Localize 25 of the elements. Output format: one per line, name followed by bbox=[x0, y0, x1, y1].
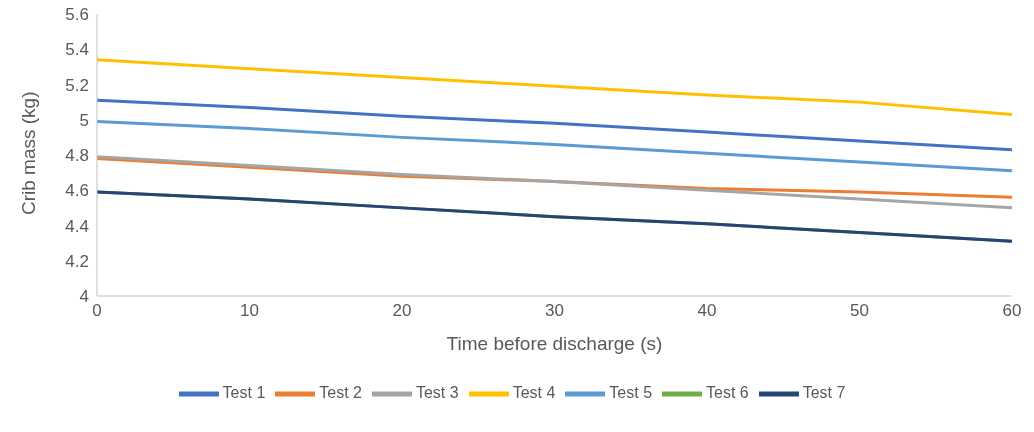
legend-label: Test 2 bbox=[319, 384, 362, 402]
y-tick-label: 4.4 bbox=[65, 216, 89, 236]
legend-label: Test 3 bbox=[415, 384, 459, 402]
y-tick-label: 5.4 bbox=[65, 40, 89, 60]
legend-label: Test 7 bbox=[802, 384, 846, 402]
y-tick-label: 4.8 bbox=[65, 146, 89, 166]
legend-label: Test 1 bbox=[222, 384, 266, 402]
x-tick-label: 10 bbox=[240, 301, 259, 321]
legend-label: Test 4 bbox=[512, 384, 556, 402]
y-tick-label: 5.2 bbox=[65, 75, 89, 95]
y-axis-title: Crib mass (kg) bbox=[17, 91, 39, 215]
y-tick-label: 5.6 bbox=[65, 5, 89, 25]
legend-label: Test 5 bbox=[609, 384, 653, 402]
x-tick-label: 50 bbox=[850, 301, 869, 321]
x-tick-label: 0 bbox=[92, 301, 102, 321]
y-tick-label: 4 bbox=[79, 287, 89, 307]
x-tick-label: 30 bbox=[545, 301, 564, 321]
x-tick-label: 40 bbox=[697, 301, 717, 321]
x-axis-title: Time before discharge (s) bbox=[446, 333, 663, 354]
y-tick-label: 4.6 bbox=[65, 181, 89, 201]
x-tick-label: 20 bbox=[392, 301, 412, 321]
y-tick-label: 5 bbox=[79, 110, 89, 130]
y-tick-label: 4.2 bbox=[65, 251, 89, 271]
legend-label: Test 6 bbox=[706, 384, 749, 402]
x-tick-label: 60 bbox=[1002, 301, 1022, 321]
